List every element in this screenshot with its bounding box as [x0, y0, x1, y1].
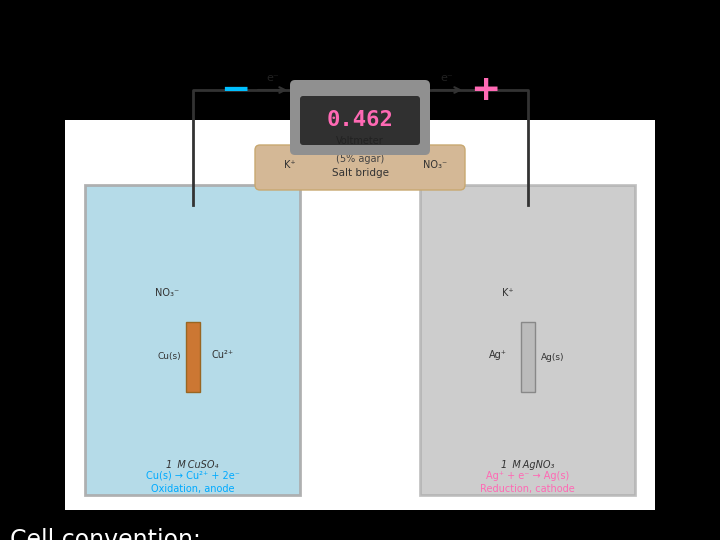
Text: +: + [470, 73, 500, 107]
Bar [186, 322, 200, 392]
Text: NO₃⁻: NO₃⁻ [423, 160, 447, 171]
Text: Cu(s): Cu(s) [158, 353, 181, 361]
Bar [521, 322, 535, 392]
Text: e⁻: e⁻ [441, 73, 454, 83]
Text: e⁻: e⁻ [266, 73, 279, 83]
Text: Cu(s) → Cu²⁺ + 2e⁻: Cu(s) → Cu²⁺ + 2e⁻ [145, 471, 240, 481]
Text: 0.462: 0.462 [327, 111, 393, 131]
Text: Reduction, cathode: Reduction, cathode [480, 484, 575, 494]
Bar [85, 185, 300, 495]
Text: (5% agar): (5% agar) [336, 154, 384, 165]
Text: Ag⁺ + e⁻ → Ag(s): Ag⁺ + e⁻ → Ag(s) [486, 471, 569, 481]
Text: K⁺: K⁺ [502, 288, 513, 299]
Text: Salt bridge: Salt bridge [331, 167, 389, 178]
Text: Oxidation, anode: Oxidation, anode [150, 484, 234, 494]
Text: 1  M AgNO₃: 1 M AgNO₃ [501, 460, 554, 470]
Text: Cell convention:: Cell convention: [10, 528, 201, 540]
Text: Ag⁺: Ag⁺ [488, 350, 506, 361]
Text: Ag(s): Ag(s) [541, 353, 564, 361]
Bar [420, 185, 635, 495]
FancyBboxPatch shape [255, 145, 465, 190]
Text: Voltmeter: Voltmeter [336, 136, 384, 146]
FancyBboxPatch shape [290, 80, 430, 155]
FancyBboxPatch shape [300, 96, 420, 145]
Text: NO₃⁻: NO₃⁻ [156, 288, 179, 299]
Text: −: − [220, 73, 250, 107]
Text: K⁺: K⁺ [284, 160, 296, 171]
Bar [65, 120, 655, 510]
Text: 1  M CuSO₄: 1 M CuSO₄ [166, 460, 219, 470]
Text: Cu²⁺: Cu²⁺ [212, 350, 233, 361]
